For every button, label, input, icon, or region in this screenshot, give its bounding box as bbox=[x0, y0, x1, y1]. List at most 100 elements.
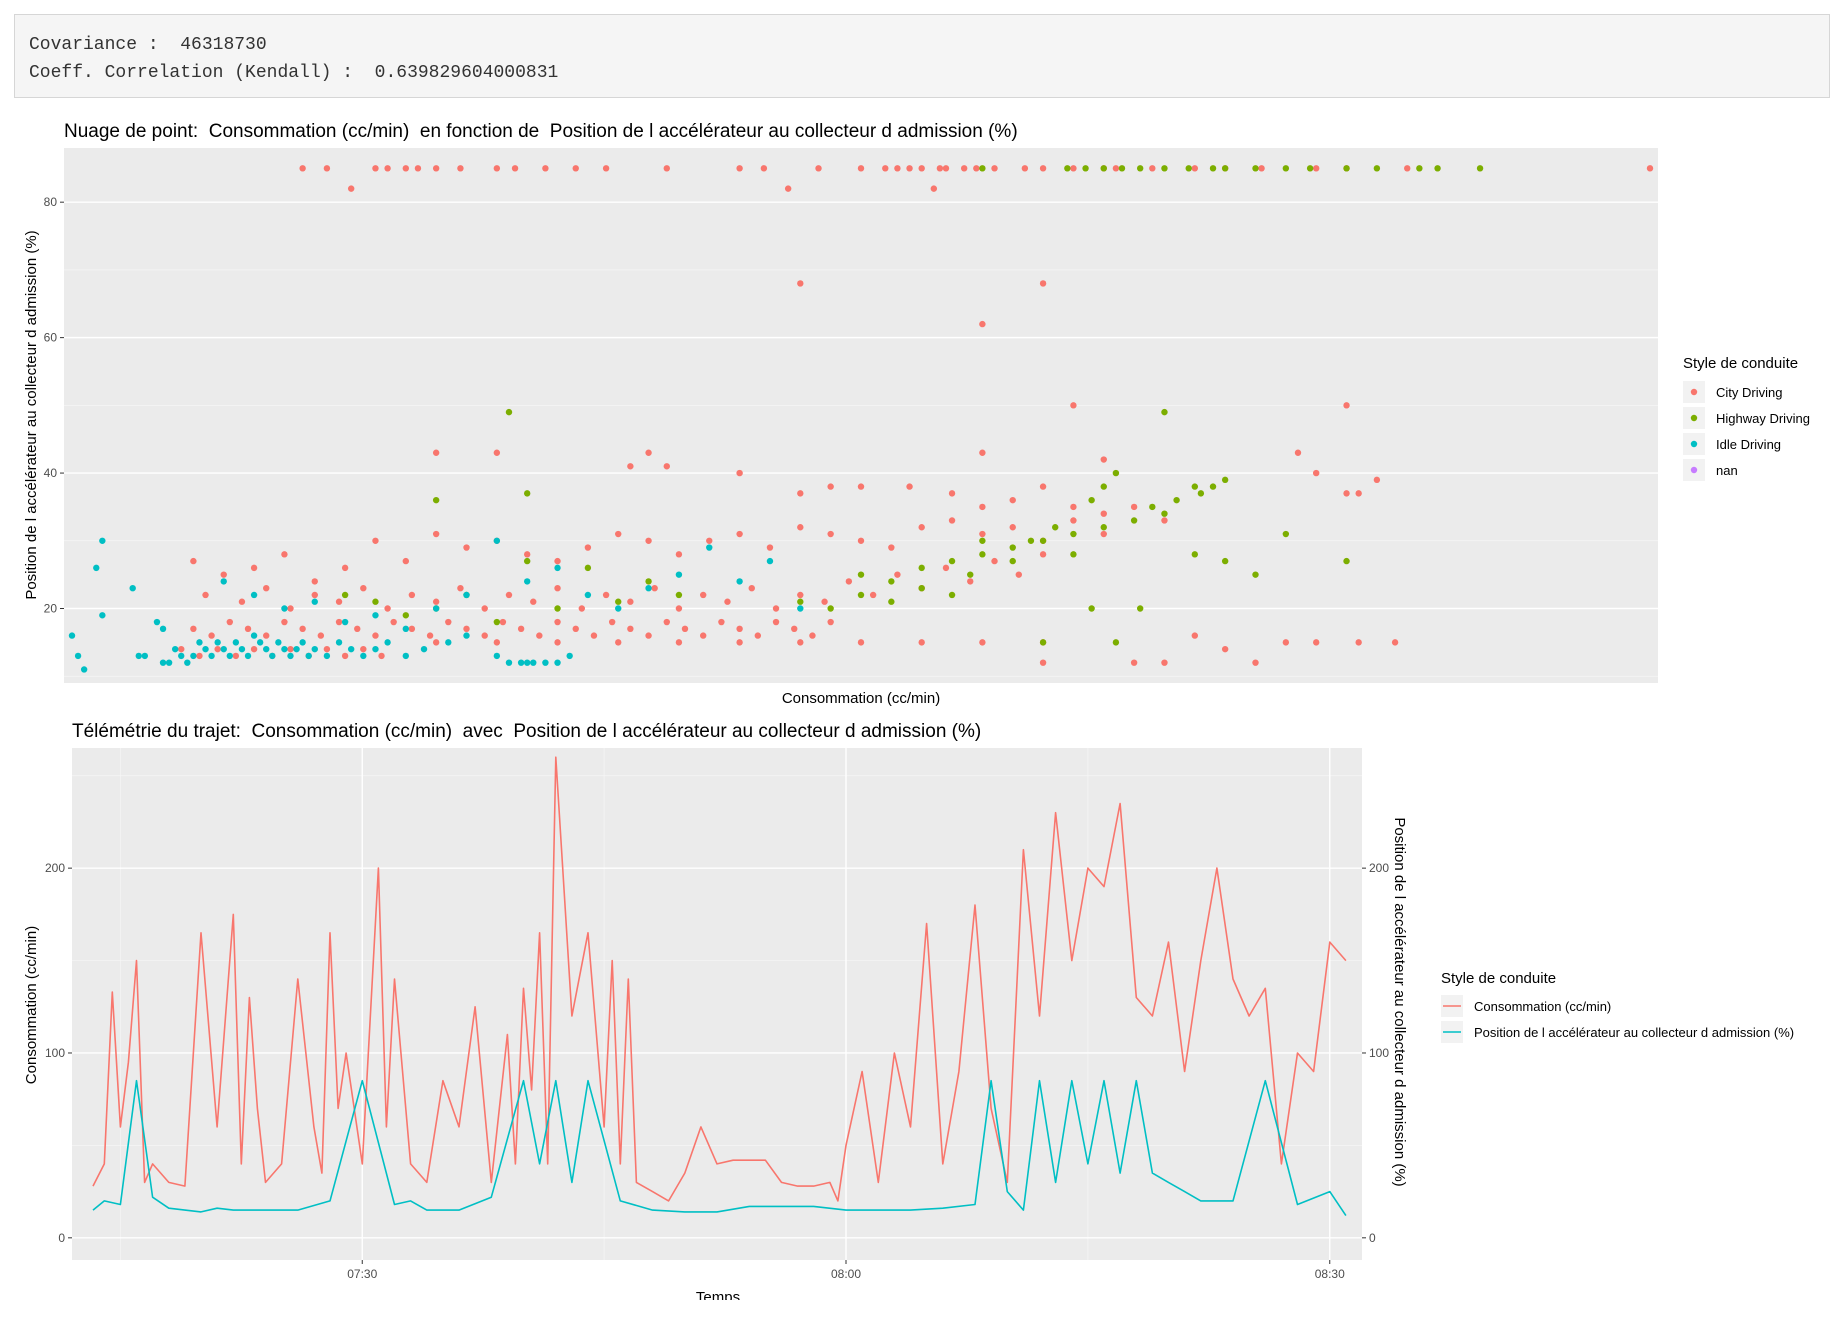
console-output: Covariance : 46318730 Coeff. Correlation… bbox=[14, 14, 1830, 98]
scatter-point bbox=[238, 645, 246, 653]
scatter-point bbox=[1343, 402, 1350, 409]
scatter-point bbox=[74, 652, 82, 660]
scatter-legend: Style de conduite City Driving Highway Dr… bbox=[1683, 355, 1810, 481]
scatter-point bbox=[736, 469, 743, 477]
scatter-point bbox=[390, 618, 397, 626]
scatter-point bbox=[572, 625, 579, 633]
scatter-point bbox=[1197, 490, 1205, 497]
telemetry-grid bbox=[72, 748, 1362, 1260]
scatter-point bbox=[797, 605, 804, 612]
scatter-point bbox=[1009, 544, 1016, 551]
scatter-point bbox=[1100, 165, 1107, 172]
scatter-point bbox=[372, 612, 379, 619]
scatter-point bbox=[1009, 496, 1016, 504]
scatter-point bbox=[372, 598, 379, 605]
scatter-point bbox=[736, 625, 743, 633]
scatter-point bbox=[1476, 165, 1484, 172]
telemetry-plot: 0 100 200 0 100 200 07:30 08:00 08:30 Temps Co… bbox=[23, 748, 1794, 1300]
scatter-point bbox=[948, 557, 956, 565]
telemetry-panel bbox=[72, 748, 1362, 1260]
scatter-point bbox=[493, 165, 501, 172]
scatter-point bbox=[511, 165, 519, 172]
scatter-point bbox=[681, 625, 689, 633]
scatter-point bbox=[360, 584, 367, 592]
scatter-point bbox=[372, 645, 379, 653]
scatter-point bbox=[463, 544, 470, 551]
scatter-point bbox=[1064, 165, 1071, 172]
scatter-point bbox=[1258, 165, 1265, 172]
scatter-point bbox=[287, 605, 294, 612]
scatter-point bbox=[942, 564, 950, 572]
scatter-point bbox=[232, 639, 240, 646]
scatter-point bbox=[323, 165, 331, 172]
scatter-point bbox=[566, 652, 573, 660]
scatter-point bbox=[457, 584, 464, 592]
scatter-point bbox=[967, 571, 974, 578]
scatter-point bbox=[1161, 510, 1168, 517]
scatter-point bbox=[220, 571, 227, 578]
scatter-point bbox=[80, 666, 88, 673]
scatter-point bbox=[1209, 165, 1217, 172]
scatter-point bbox=[1306, 165, 1314, 172]
scatter-point bbox=[772, 618, 780, 626]
scatter-point bbox=[894, 165, 901, 172]
scatter-point bbox=[1112, 165, 1120, 172]
scatter-point bbox=[1021, 165, 1029, 172]
scatter-point bbox=[360, 652, 367, 660]
scatter-point bbox=[645, 449, 652, 456]
scatter-point bbox=[948, 517, 956, 524]
scatter-point bbox=[615, 605, 622, 612]
scatter-point bbox=[1070, 551, 1077, 558]
scatter-point bbox=[432, 449, 440, 456]
scatter-title: Nuage de point: Consommation (cc/min) en… bbox=[64, 121, 1018, 142]
scatter-point bbox=[141, 652, 149, 660]
scatter-point bbox=[736, 639, 743, 646]
scatter-point bbox=[196, 652, 203, 660]
telemetry-legend: Style de conduite Consommation (cc/min) P… bbox=[1441, 970, 1794, 1043]
scatter-point bbox=[706, 537, 713, 544]
scatter-point bbox=[1343, 490, 1350, 497]
scatter-point bbox=[766, 557, 774, 565]
scatter-point bbox=[523, 578, 531, 585]
scatter-point bbox=[250, 564, 258, 572]
scatter-point bbox=[263, 645, 270, 653]
scatter-point bbox=[263, 632, 270, 639]
scatter-point bbox=[1434, 165, 1441, 172]
scatter-point bbox=[663, 618, 670, 626]
telemetry-x-tick-label: 08:30 bbox=[1315, 1267, 1345, 1281]
scatter-point bbox=[281, 645, 288, 653]
telemetry-y-tick-label: 200 bbox=[45, 861, 65, 875]
scatter-points bbox=[68, 165, 1654, 673]
scatter-legend-swatch bbox=[1690, 388, 1698, 396]
scatter-point bbox=[311, 591, 318, 599]
scatter-point bbox=[857, 639, 865, 646]
scatter-point bbox=[505, 659, 513, 666]
scatter-point bbox=[888, 598, 895, 605]
scatter-point bbox=[675, 591, 683, 599]
scatter-point bbox=[402, 612, 410, 619]
scatter-point bbox=[736, 530, 743, 538]
scatter-point bbox=[797, 280, 804, 287]
scatter-point bbox=[979, 537, 986, 544]
telemetry-y-ticks: 0 100 200 bbox=[45, 861, 72, 1245]
scatter-point bbox=[827, 530, 834, 538]
scatter-point bbox=[1136, 605, 1144, 612]
scatter-point bbox=[1015, 571, 1022, 578]
scatter-point bbox=[991, 165, 998, 172]
scatter-point bbox=[536, 632, 543, 639]
scatter-y-tick-label: 40 bbox=[44, 466, 58, 480]
scatter-point bbox=[1130, 517, 1138, 524]
scatter-point bbox=[426, 632, 434, 639]
scatter-point bbox=[572, 165, 579, 172]
scatter-point bbox=[918, 524, 925, 531]
scatter-point bbox=[299, 639, 306, 646]
scatter-point bbox=[281, 618, 288, 626]
scatter-point bbox=[171, 645, 179, 653]
scatter-point bbox=[299, 625, 306, 633]
scatter-point bbox=[1355, 639, 1362, 646]
scatter-point bbox=[335, 598, 343, 605]
scatter-point bbox=[317, 632, 325, 639]
scatter-point bbox=[238, 598, 246, 605]
scatter-point bbox=[973, 165, 980, 172]
scatter-y-tick-label: 20 bbox=[44, 602, 58, 616]
